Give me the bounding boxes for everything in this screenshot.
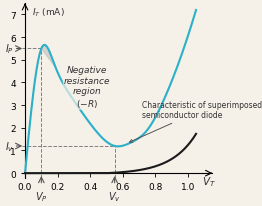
Text: Negative
resistance
region
$(-R)$: Negative resistance region $(-R)$	[64, 66, 110, 109]
Text: $V_P$: $V_P$	[35, 189, 48, 203]
Text: $V_v$: $V_v$	[108, 189, 121, 203]
Text: $I_T$ (mA): $I_T$ (mA)	[31, 6, 64, 19]
Text: $I_P$: $I_P$	[5, 42, 14, 56]
Text: $I_v$: $I_v$	[5, 139, 14, 153]
Text: $V_T$: $V_T$	[202, 174, 216, 188]
Text: Characteristic of superimposed
semiconductor diode: Characteristic of superimposed semicondu…	[129, 101, 262, 143]
